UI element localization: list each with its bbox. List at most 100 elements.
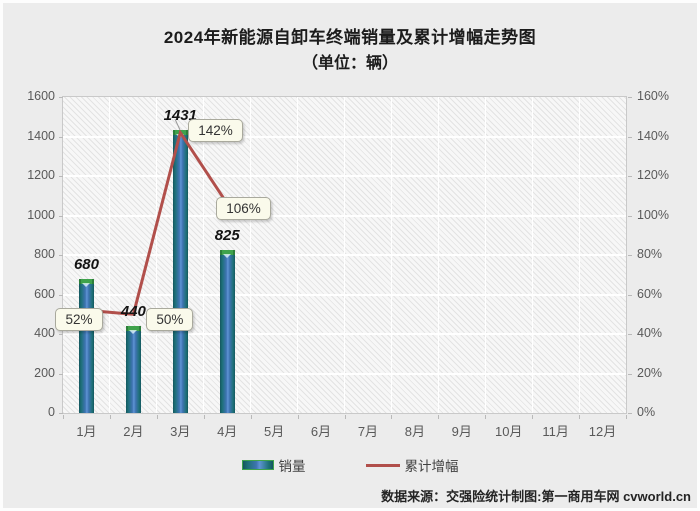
x-axis-tickmark <box>109 415 111 419</box>
bar-cap <box>78 278 94 284</box>
growth-callout: 106% <box>216 196 271 220</box>
legend-item-growth: 累计增幅 <box>365 455 459 475</box>
bar-value-label: 680 <box>73 255 99 273</box>
bar-body <box>125 330 141 413</box>
left-axis-tick-label: 600 <box>34 286 55 301</box>
bar-cap-notch <box>223 254 232 259</box>
chart-subtitle: （单位：辆） <box>301 55 398 72</box>
x-axis-label: 9月 <box>451 424 472 439</box>
legend-item-sales: 销量 <box>241 455 306 475</box>
bar-cap-notch <box>129 330 138 335</box>
left-axis-tickmark <box>59 97 63 98</box>
x-axis-label: 10月 <box>494 424 523 439</box>
right-axis-tickmark <box>628 334 632 335</box>
x-axis-tickmark <box>579 415 581 419</box>
growth-callout: 50% <box>146 308 194 332</box>
right-axis-tickmark <box>628 136 632 138</box>
x-axis-label: 11月 <box>542 424 569 439</box>
bar-series-icon <box>241 460 274 470</box>
right-axis-tickmark <box>628 176 632 177</box>
gridline-vertical <box>578 97 580 413</box>
x-axis-label: 8月 <box>404 424 425 439</box>
right-axis-tickmark <box>628 215 632 217</box>
x-axis-tickmark <box>626 415 627 419</box>
x-axis-tickmark <box>63 415 64 419</box>
left-axis-tickmark <box>59 255 63 256</box>
gridline-vertical <box>250 97 252 413</box>
growth-line <box>86 118 229 316</box>
bar-cap <box>125 326 141 332</box>
right-axis-tick-label: 140% <box>637 128 669 143</box>
left-axis-tick-label: 800 <box>34 247 55 261</box>
gridline-vertical <box>297 97 299 413</box>
bar-body <box>219 254 235 413</box>
x-axis-tickmark <box>203 415 205 419</box>
right-axis-tickmark <box>628 373 632 375</box>
gridline-vertical <box>531 97 533 413</box>
x-axis-label: 4月 <box>217 424 238 439</box>
growth-callout: 52% <box>55 308 103 332</box>
right-axis-tick-label: 120% <box>637 168 669 182</box>
x-axis-label: 1月 <box>76 424 97 439</box>
left-axis-tick-label: 1200 <box>27 168 55 182</box>
left-axis-tick-label: 1000 <box>27 207 55 222</box>
x-axis-label: 3月 <box>170 424 191 439</box>
bar-cap-notch <box>82 282 91 287</box>
source-credit: 数据来源：交强险统计制图:第一商用车网 cvworld.cn <box>381 489 691 504</box>
gridline-vertical <box>484 97 486 413</box>
chart-title: 2024年新能源自卸车终端销量及累计增幅走势图 <box>163 28 537 47</box>
right-axis-tickmark <box>628 413 632 414</box>
bar-body <box>172 134 188 413</box>
left-axis-tick-label: 200 <box>34 365 55 380</box>
left-axis-tickmark <box>59 413 63 414</box>
bar-value-label: 440 <box>120 303 146 321</box>
left-axis-tickmark <box>59 294 63 296</box>
line-series-icon <box>365 463 400 467</box>
x-axis-tickmark <box>344 415 346 419</box>
right-axis-tickmark <box>628 255 632 256</box>
right-axis-tick-label: 40% <box>637 326 663 340</box>
right-axis-tickmark <box>628 97 632 98</box>
left-axis-tickmark <box>59 373 63 375</box>
x-axis-label: 6月 <box>310 424 332 439</box>
x-axis-tickmark <box>532 415 534 419</box>
gridline-vertical <box>437 97 439 413</box>
x-axis-tickmark <box>485 415 487 419</box>
gridline-vertical <box>109 97 111 413</box>
legend-growth-label: 累计增幅 <box>404 459 459 474</box>
right-axis-tick-label: 60% <box>637 286 663 301</box>
bar-value-label: 825 <box>214 227 240 245</box>
gridline-vertical <box>156 97 158 413</box>
legend: 销量 累计增幅 <box>3 455 697 475</box>
x-axis-tickmark <box>250 415 252 419</box>
gridline-vertical <box>390 97 392 413</box>
left-axis-tickmark <box>59 334 63 335</box>
x-axis-tickmark <box>391 415 393 419</box>
bar-4月 <box>219 250 235 413</box>
x-axis-tickmark <box>297 415 299 419</box>
x-axis-label: 12月 <box>588 424 617 439</box>
left-axis-tickmark <box>59 176 63 177</box>
x-axis-label: 5月 <box>263 424 285 439</box>
x-axis-tickmark <box>438 415 440 419</box>
plot-area: 680 440 1431 825 52% 50% 142% 106% <box>55 96 627 414</box>
left-axis-tickmark <box>59 215 63 217</box>
x-axis-label: 2月 <box>123 424 144 439</box>
left-axis-tick-label: 1600 <box>27 89 55 103</box>
gridline-vertical <box>344 97 345 413</box>
left-axis-tick-label: 400 <box>34 326 55 340</box>
left-axis-tick-label: 1400 <box>27 128 55 143</box>
right-axis-tick-label: 20% <box>637 365 663 380</box>
left-axis-tickmark <box>59 136 63 138</box>
right-axis-tick-label: 0% <box>637 405 656 419</box>
x-axis-tickmark <box>156 415 158 419</box>
left-axis-tick-label: 0 <box>48 405 55 419</box>
right-axis-tick-label: 100% <box>637 207 669 222</box>
growth-callout: 142% <box>188 118 243 142</box>
x-axis-label: 7月 <box>357 424 379 439</box>
right-axis-tick-label: 80% <box>637 247 663 261</box>
legend-sales-label: 销量 <box>278 459 306 474</box>
gridline-vertical <box>203 97 205 413</box>
bar-2月 <box>125 326 141 413</box>
